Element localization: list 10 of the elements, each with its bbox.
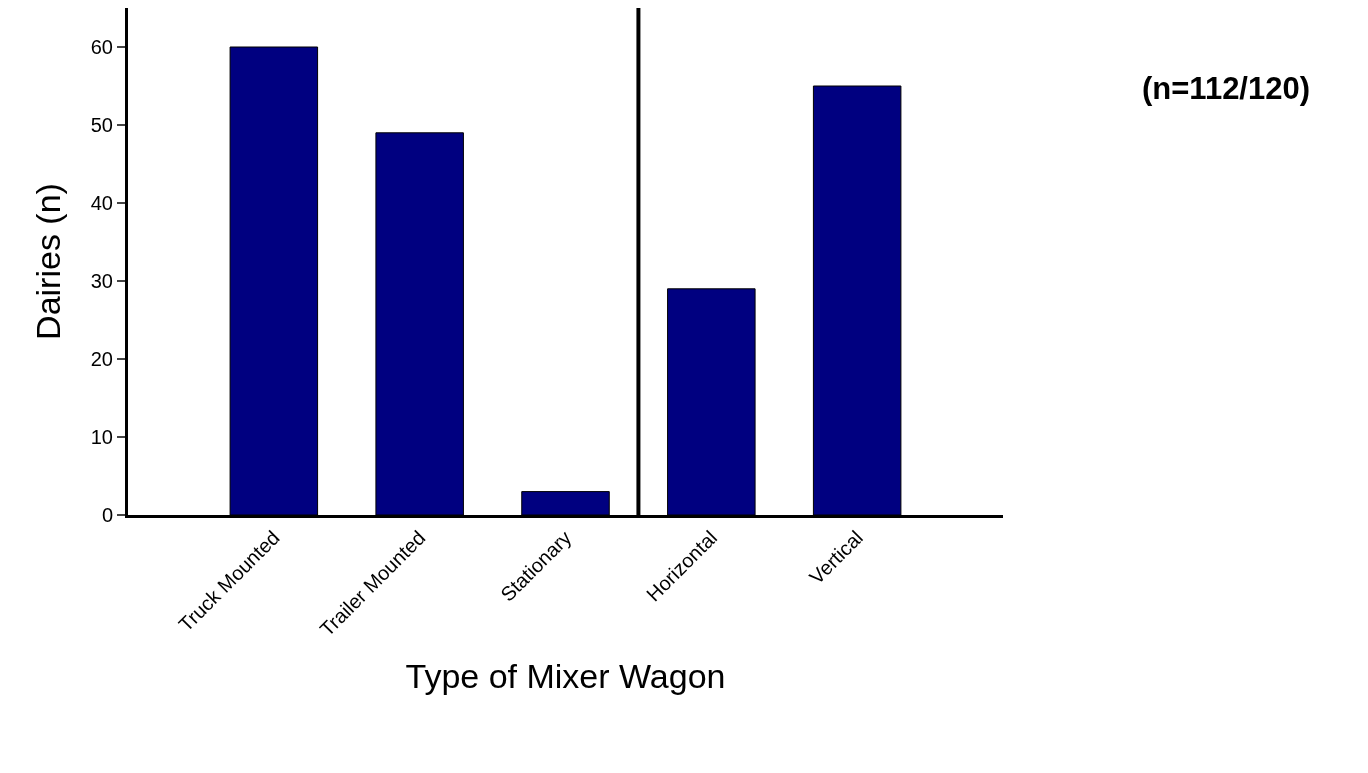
y-tick-label: 30 <box>90 270 113 292</box>
y-tick-label: 40 <box>90 192 113 214</box>
text: (n=112/120) <box>1142 71 1311 106</box>
x-axis-title: Type of Mixer Wagon <box>405 656 726 695</box>
y-tick-label: 50 <box>90 114 113 136</box>
y-tick-label: 20 <box>90 348 113 370</box>
y-tick-label: 0 <box>101 504 113 526</box>
y-axis-title: Dairies (n) <box>29 183 68 340</box>
y-tick-label: 60 <box>90 36 113 58</box>
y-tick-label: 10 <box>90 426 113 448</box>
